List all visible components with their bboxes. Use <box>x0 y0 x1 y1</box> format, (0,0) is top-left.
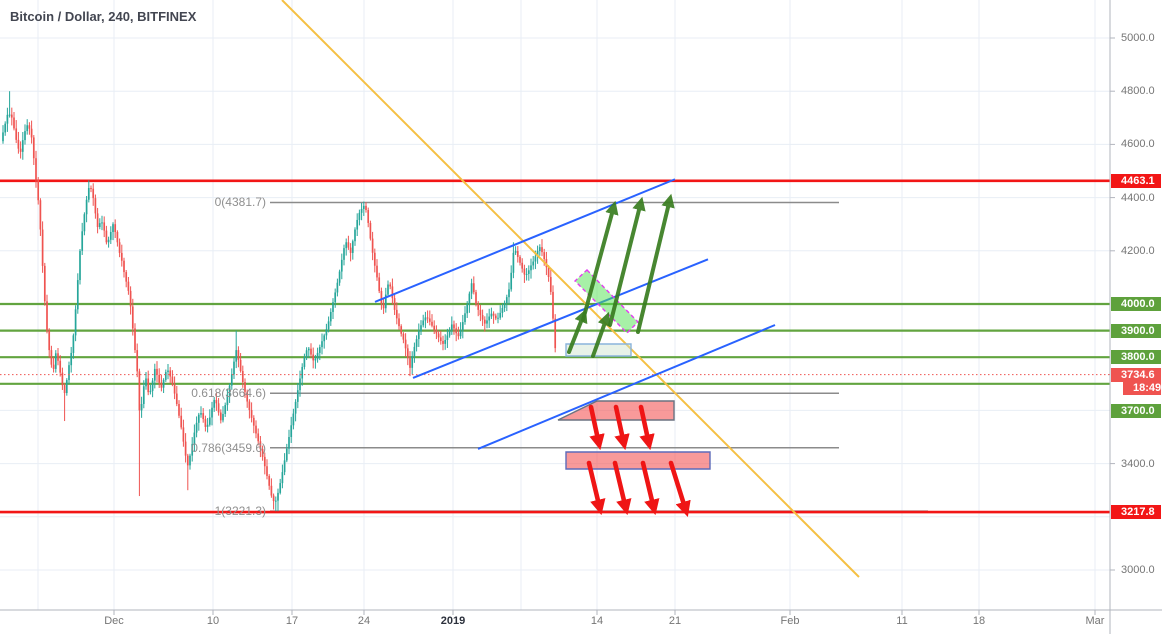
price-tick-label: 3000.0 <box>1121 564 1155 576</box>
price-level-label: 3700.0 <box>1111 404 1161 418</box>
down-arrow[interactable] <box>588 404 605 451</box>
down-arrow[interactable] <box>638 404 655 451</box>
up-arrow[interactable] <box>581 200 619 322</box>
bar-countdown-label: 18:49 <box>1123 381 1161 395</box>
downtrend-line-yellow[interactable] <box>281 0 860 578</box>
price-level-label: 3800.0 <box>1111 350 1161 365</box>
up-arrow[interactable] <box>591 311 611 358</box>
time-tick-label: 17 <box>285 615 299 627</box>
price-tick-label: 4200.0 <box>1121 244 1155 257</box>
time-tick-label: Mar <box>1085 615 1105 627</box>
time-tick-label: Feb <box>780 615 800 627</box>
channel-line-blue-1[interactable] <box>374 178 676 303</box>
time-tick-label: 14 <box>590 615 604 627</box>
down-arrow[interactable] <box>640 460 660 516</box>
up-arrow[interactable] <box>636 193 675 334</box>
price-tick-label: 5000.0 <box>1121 32 1155 44</box>
bearish-zone-lower[interactable] <box>565 451 711 470</box>
time-tick-label: 18 <box>972 615 986 627</box>
price-level-label: 4463.1 <box>1111 173 1161 188</box>
fib-level-label: 0.618(3664.6) <box>191 386 266 401</box>
fib-level-label: 1(3221.3) <box>214 504 266 519</box>
down-arrow[interactable] <box>586 460 606 516</box>
symbol-title: Bitcoin / Dollar, 240, BITFINEX <box>10 9 197 24</box>
price-tick-label: 4400.0 <box>1121 191 1155 204</box>
down-arrow[interactable] <box>612 460 632 516</box>
price-tick-label: 3400.0 <box>1121 457 1155 470</box>
up-arrow[interactable] <box>608 196 646 327</box>
price-level-label: 3734.6 <box>1111 367 1161 382</box>
price-tick-label: 4800.0 <box>1121 85 1155 98</box>
fib-level-label: 0(4381.7) <box>214 195 266 210</box>
up-arrow[interactable] <box>567 308 588 354</box>
channel-line-blue-3[interactable] <box>477 324 776 450</box>
price-tick-label: 4600.0 <box>1121 138 1155 151</box>
fib-level-label: 0.786(3459.6) <box>191 440 266 455</box>
price-level-label: 4000.0 <box>1111 297 1161 311</box>
down-arrow[interactable] <box>613 404 630 451</box>
time-tick-label: 10 <box>206 615 220 627</box>
time-tick-label: 21 <box>668 615 682 627</box>
price-level-label: 3217.8 <box>1111 505 1161 520</box>
down-arrow[interactable] <box>668 460 691 517</box>
time-tick-label: 24 <box>357 615 371 627</box>
time-tick-label: 2019 <box>440 615 466 627</box>
support-box[interactable] <box>565 343 632 357</box>
time-tick-label: 11 <box>896 615 908 627</box>
price-level-label: 3900.0 <box>1111 323 1161 338</box>
candlestick-series <box>2 91 557 512</box>
time-tick-label: Dec <box>104 615 124 627</box>
channel-line-blue-2[interactable] <box>412 258 709 379</box>
